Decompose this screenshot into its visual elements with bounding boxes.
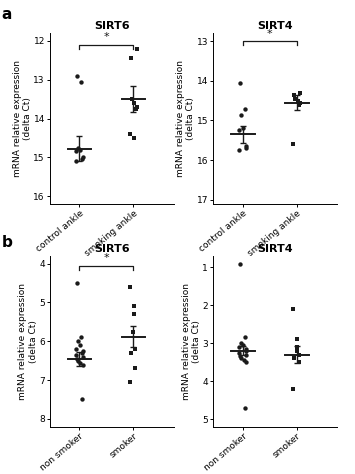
Point bbox=[294, 347, 300, 355]
Point bbox=[131, 328, 136, 336]
Point bbox=[240, 341, 246, 349]
Y-axis label: mRNA relative expression
(delta Ct): mRNA relative expression (delta Ct) bbox=[12, 60, 32, 177]
Point bbox=[129, 95, 135, 103]
Point bbox=[73, 148, 78, 155]
Point bbox=[240, 125, 246, 132]
Point bbox=[243, 345, 249, 353]
Point bbox=[80, 349, 85, 357]
Point bbox=[128, 55, 133, 62]
Point bbox=[127, 283, 132, 291]
Title: SIRT6: SIRT6 bbox=[94, 21, 130, 31]
Point bbox=[243, 145, 248, 152]
Point bbox=[243, 358, 249, 366]
Point bbox=[294, 343, 300, 351]
Point bbox=[133, 105, 139, 113]
Title: SIRT6: SIRT6 bbox=[94, 244, 130, 254]
Point bbox=[73, 345, 78, 353]
Point bbox=[242, 334, 247, 341]
Point bbox=[236, 349, 242, 356]
Point bbox=[290, 385, 296, 392]
Point bbox=[236, 146, 242, 154]
Point bbox=[73, 157, 79, 165]
Point bbox=[291, 91, 297, 99]
Point bbox=[290, 140, 296, 148]
Point bbox=[238, 355, 244, 362]
Point bbox=[290, 305, 296, 313]
Point bbox=[80, 155, 85, 163]
Point bbox=[296, 101, 302, 109]
Point bbox=[242, 105, 247, 112]
Point bbox=[131, 99, 137, 107]
Point bbox=[238, 339, 244, 347]
Point bbox=[78, 334, 84, 341]
Text: *: * bbox=[104, 32, 109, 42]
Point bbox=[131, 310, 137, 318]
Point bbox=[243, 143, 249, 150]
Point bbox=[75, 337, 81, 345]
Point bbox=[80, 361, 86, 368]
Title: SIRT4: SIRT4 bbox=[257, 244, 293, 254]
Point bbox=[241, 356, 246, 364]
Text: b: b bbox=[2, 235, 13, 250]
Point bbox=[296, 351, 302, 358]
Point bbox=[80, 353, 86, 361]
Point bbox=[127, 378, 133, 386]
Text: *: * bbox=[267, 28, 273, 38]
Point bbox=[79, 396, 85, 403]
Point bbox=[237, 260, 243, 267]
Point bbox=[77, 341, 82, 349]
Point bbox=[77, 359, 83, 366]
Point bbox=[80, 154, 86, 161]
Y-axis label: mRNA relative expression
(delta Ct): mRNA relative expression (delta Ct) bbox=[182, 283, 201, 400]
Point bbox=[128, 349, 134, 357]
Point bbox=[78, 78, 84, 85]
Point bbox=[80, 347, 86, 355]
Point bbox=[237, 79, 243, 87]
Point bbox=[291, 355, 297, 362]
Point bbox=[237, 353, 243, 360]
Title: SIRT4: SIRT4 bbox=[257, 21, 293, 31]
Point bbox=[236, 127, 242, 134]
Point bbox=[134, 45, 140, 53]
Text: *: * bbox=[104, 253, 109, 263]
Point bbox=[127, 130, 132, 138]
Point bbox=[131, 302, 136, 310]
Point bbox=[294, 336, 300, 343]
Point bbox=[77, 146, 82, 153]
Point bbox=[74, 279, 80, 287]
Point bbox=[75, 144, 81, 151]
Point bbox=[243, 351, 249, 358]
Point bbox=[243, 347, 248, 355]
Y-axis label: mRNA relative expression
(delta Ct): mRNA relative expression (delta Ct) bbox=[176, 60, 195, 177]
Point bbox=[75, 357, 81, 365]
Point bbox=[236, 343, 242, 351]
Text: a: a bbox=[2, 7, 12, 22]
Point bbox=[134, 103, 140, 110]
Point bbox=[242, 404, 248, 411]
Y-axis label: mRNA relative expression
(delta Ct): mRNA relative expression (delta Ct) bbox=[18, 283, 38, 400]
Point bbox=[133, 345, 138, 353]
Point bbox=[131, 134, 136, 142]
Point bbox=[296, 358, 302, 366]
Point bbox=[73, 351, 79, 359]
Point bbox=[74, 355, 80, 363]
Point bbox=[292, 95, 298, 102]
Point bbox=[133, 365, 138, 372]
Point bbox=[74, 72, 80, 80]
Point bbox=[295, 97, 300, 104]
Point bbox=[238, 111, 244, 118]
Point bbox=[297, 89, 303, 97]
Point bbox=[297, 99, 303, 107]
